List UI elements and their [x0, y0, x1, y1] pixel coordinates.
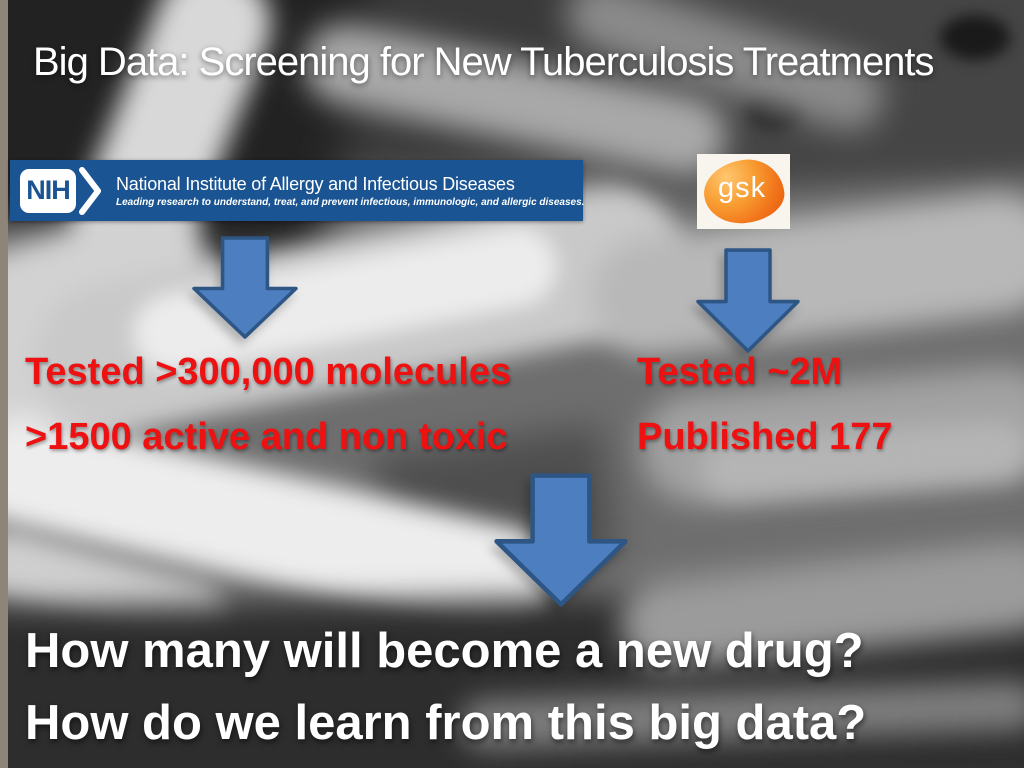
slide-title: Big Data: Screening for New Tuberculosis…	[33, 40, 935, 84]
down-arrow-icon-center	[494, 473, 628, 607]
gsk-logo: gsk	[697, 154, 790, 229]
closing-questions-text: How many will become a new drug? How do …	[25, 615, 866, 759]
niaid-institute-name: National Institute of Allergy and Infect…	[116, 173, 515, 194]
nih-logo: NIH	[20, 166, 102, 215]
slide-left-edge-strip	[0, 0, 8, 768]
question-line2: How do we learn from this big data?	[25, 696, 867, 750]
nih-acronym: NIH	[26, 175, 70, 205]
nih-chevron-icon	[79, 166, 101, 215]
gsk-results-text: Tested ~2M Published 177	[637, 340, 893, 470]
nih-results-line1: Tested >300,000 molecules	[25, 351, 512, 393]
down-arrow-icon-gsk	[696, 248, 800, 353]
down-arrow-icon-nih	[192, 236, 298, 339]
niaid-tagline: Leading research to understand, treat, a…	[116, 196, 585, 208]
gsk-logo-label: gsk	[717, 172, 766, 205]
gsk-results-line1: Tested ~2M	[637, 351, 843, 393]
gsk-results-line2: Published 177	[637, 416, 893, 458]
niaid-text-block: National Institute of Allergy and Infect…	[116, 174, 584, 208]
question-line1: How many will become a new drug?	[25, 624, 864, 678]
background-shape	[940, 15, 1010, 60]
nih-logo-box: NIH	[20, 168, 76, 213]
gsk-logo-blob: gsk	[700, 155, 787, 228]
niaid-logo-banner: NIH National Institute of Allergy and In…	[10, 160, 584, 221]
nih-results-line2: >1500 active and non toxic	[25, 416, 508, 458]
nih-results-text: Tested >300,000 molecules >1500 active a…	[25, 340, 511, 470]
